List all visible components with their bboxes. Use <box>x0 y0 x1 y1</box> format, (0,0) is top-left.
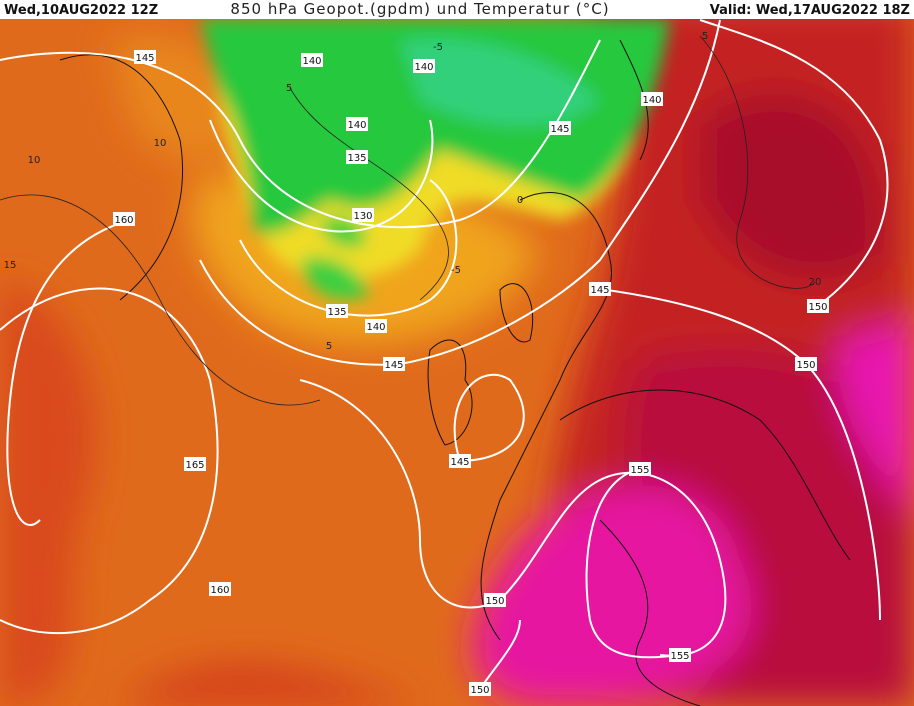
height-label: 165 <box>184 457 206 471</box>
height-value: 150 <box>485 596 504 607</box>
label-box <box>113 212 135 226</box>
label-box <box>326 304 348 318</box>
height-label: 155 <box>669 648 691 662</box>
label-box <box>469 682 491 696</box>
label-box <box>383 357 405 371</box>
label-box <box>807 299 829 313</box>
temperature-contours <box>0 35 816 406</box>
label-box <box>641 92 663 106</box>
height-value: 150 <box>808 302 827 313</box>
header-bar <box>0 0 914 19</box>
label-box <box>413 59 435 73</box>
label-box <box>589 282 611 296</box>
height-label: 150 <box>807 299 829 313</box>
height-label: 155 <box>629 462 651 476</box>
temperature-value: -5 <box>433 42 443 53</box>
height-value: 145 <box>135 53 154 64</box>
height-label: 150 <box>469 682 491 696</box>
height-label: 140 <box>641 92 663 106</box>
label-box <box>549 121 571 135</box>
height-label: 140 <box>413 59 435 73</box>
valid-time: Valid: Wed,17AUG2022 18Z <box>710 3 910 18</box>
temperature-value: 0 <box>517 195 523 206</box>
height-label: 160 <box>113 212 135 226</box>
height-label: 145 <box>549 121 571 135</box>
temperature-value: -5 <box>451 265 461 276</box>
label-box <box>209 582 231 596</box>
height-label: 150 <box>795 357 817 371</box>
height-label: 150 <box>484 593 506 607</box>
label-box <box>669 648 691 662</box>
height-value: 160 <box>210 585 229 596</box>
height-value: 140 <box>366 322 385 333</box>
label-box <box>795 357 817 371</box>
height-label: 140 <box>301 53 323 67</box>
label-box <box>449 454 471 468</box>
height-label: 160 <box>209 582 231 596</box>
temperature-value: 10 <box>154 138 167 149</box>
height-value: 145 <box>590 285 609 296</box>
label-box <box>365 319 387 333</box>
height-value: 145 <box>550 124 569 135</box>
temperature-labels: 10 5 -5 5 0 -5 5 15 20 10 <box>4 31 822 352</box>
label-box <box>134 50 156 64</box>
height-label: 135 <box>346 150 368 164</box>
label-box <box>484 593 506 607</box>
height-value: 135 <box>347 153 366 164</box>
label-box <box>346 117 368 131</box>
height-label: 140 <box>346 117 368 131</box>
height-value: 145 <box>450 457 469 468</box>
height-label: 130 <box>352 208 374 222</box>
temperature-value: 5 <box>286 83 292 94</box>
height-value: 150 <box>796 360 815 371</box>
label-box <box>301 53 323 67</box>
height-label: 145 <box>383 357 405 371</box>
height-label: 145 <box>449 454 471 468</box>
run-time: Wed,10AUG2022 12Z <box>4 3 158 18</box>
height-value: 135 <box>327 307 346 318</box>
height-labels: 145 140 140 140 140 145 135 130 160 135 140 145 150 1… <box>113 50 829 696</box>
height-label: 140 <box>365 319 387 333</box>
height-value: 160 <box>114 215 133 226</box>
height-value: 155 <box>670 651 689 662</box>
height-value: 140 <box>347 120 366 131</box>
temperature-value: 20 <box>809 277 822 288</box>
temperature-value: 10 <box>28 155 41 166</box>
height-label: 145 <box>589 282 611 296</box>
label-box <box>352 208 374 222</box>
height-value: 130 <box>353 211 372 222</box>
height-value: 155 <box>630 465 649 476</box>
height-value: 165 <box>185 460 204 471</box>
coastlines <box>59 39 851 706</box>
map-title: 850 hPa Geopot.(gpdm) und Temperatur (°C… <box>230 0 609 18</box>
height-value: 140 <box>642 95 661 106</box>
height-value: 140 <box>414 62 433 73</box>
label-box <box>346 150 368 164</box>
label-box <box>629 462 651 476</box>
height-value: 150 <box>470 685 489 696</box>
temperature-value: 5 <box>326 341 332 352</box>
temperature-value: 5 <box>702 31 708 42</box>
height-value: 140 <box>302 56 321 67</box>
temperature-value: 15 <box>4 260 17 271</box>
height-label: 135 <box>326 304 348 318</box>
label-box <box>184 457 206 471</box>
height-value: 145 <box>384 360 403 371</box>
height-label: 145 <box>134 50 156 64</box>
